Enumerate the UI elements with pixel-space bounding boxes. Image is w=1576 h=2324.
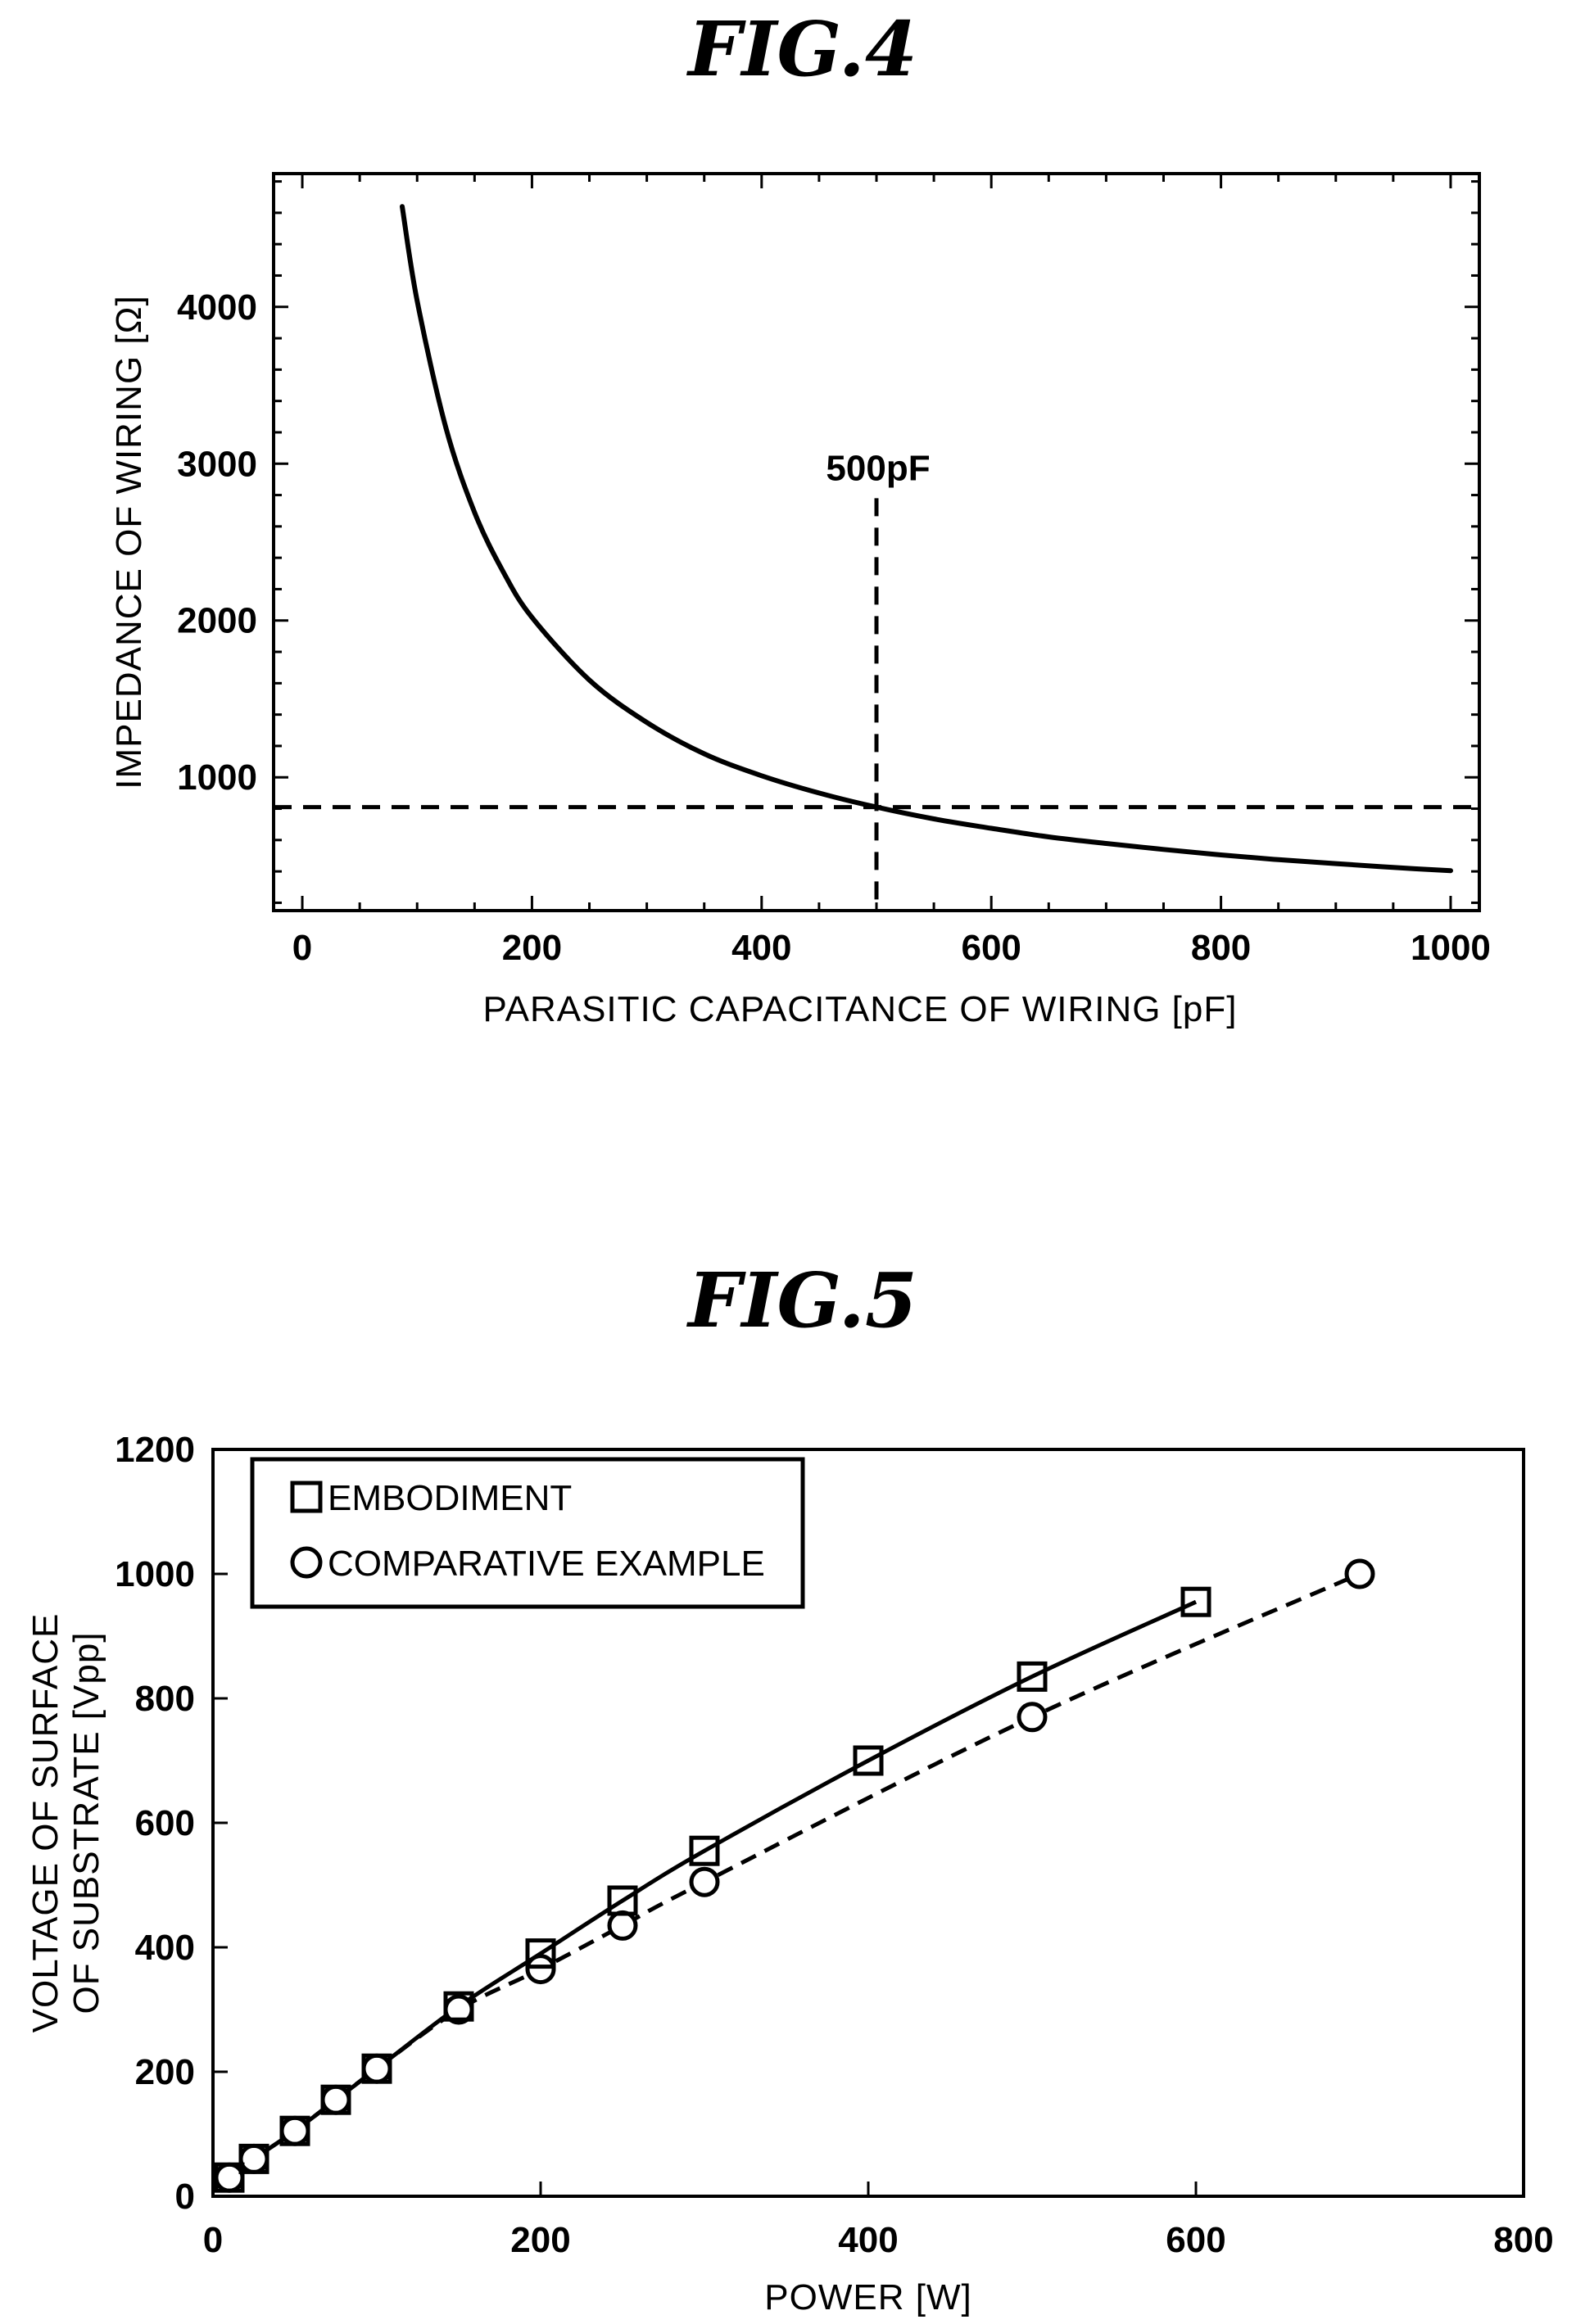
fig4-y-tick-label: 3000 [177, 444, 257, 484]
fig4-x-tick-label: 800 [1191, 928, 1251, 968]
fig5-x-tick-labels: 0 200 400 600 800 [203, 2220, 1554, 2260]
fig5-x-axis-label: POWER [W] [764, 2277, 971, 2317]
fig4-x-tick-label: 0 [292, 928, 312, 968]
fig5-y-tick-label: 800 [135, 1679, 195, 1719]
fig5-embodiment-point [214, 2162, 245, 2193]
fig5-embodiment-point [361, 2053, 392, 2084]
fig5-ticks [211, 1448, 1525, 2198]
fig5-embodiment-point [320, 2084, 351, 2115]
fig4-series [400, 204, 1453, 874]
fig4-x-tick-label: 400 [731, 928, 791, 968]
fig5-embodiment-point [525, 1938, 556, 1969]
fig4-500pf-annotation: 500pF [826, 448, 930, 488]
fig5-embodiment-point [1017, 1661, 1048, 1692]
fig4-reference-lines [274, 498, 1479, 911]
fig5-y-tick-label: 200 [135, 2052, 195, 2092]
fig4-y-tick-labels: 1000 2000 3000 4000 [177, 287, 257, 798]
fig5-embodiment-point [607, 1885, 638, 1916]
fig4-y-tick-label: 2000 [177, 601, 257, 641]
fig4-y-tick-label: 1000 [177, 757, 257, 798]
fig5-comparative-point [1344, 1558, 1375, 1589]
fig5-comparative-point [525, 1954, 556, 1985]
fig5-y-tick-label: 400 [135, 1928, 195, 1968]
fig4-x-tick-labels: 0 200 400 600 800 1000 [292, 928, 1491, 968]
fig4-x-tick-label: 1000 [1411, 928, 1491, 968]
fig5-x-tick-label: 400 [838, 2220, 898, 2260]
fig5-y-tick-label: 1200 [115, 1430, 195, 1470]
fig5-legend: EMBODIMENT COMPARATIVE EXAMPLE [250, 1457, 805, 1609]
fig4-title: FIG.4 [686, 5, 917, 93]
legend-comparative-example-label: COMPARATIVE EXAMPLE [328, 1544, 765, 1584]
fig5-comparative-point [1017, 1702, 1048, 1733]
fig5-comparative-point [607, 1910, 638, 1941]
fig5-title: FIG.5 [686, 1256, 917, 1345]
fig5-y-tick-label: 1000 [115, 1554, 195, 1594]
legend-square-marker-icon [290, 1481, 323, 1513]
fig5-x-tick-label: 600 [1166, 2220, 1225, 2260]
fig4-x-axis-label: PARASITIC CAPACITANCE OF WIRING [pF] [483, 989, 1238, 1029]
fig5-x-tick-label: 800 [1493, 2220, 1553, 2260]
fig5-legend-box [250, 1457, 805, 1609]
fig5-embodiment-point [443, 1991, 474, 2022]
fig5-embodiment-point [279, 2115, 310, 2146]
fig5-y-tick-labels: 0 200 400 600 800 1000 1200 [115, 1430, 195, 2217]
fig5-embodiment-point [853, 1745, 884, 1776]
fig5-embodiment-line [228, 1599, 1198, 2180]
fig4-chart: FIG.4 0 200 400 600 800 1000 1000 2000 3000 4000… [109, 5, 1491, 1029]
fig4-x-tick-label: 600 [961, 928, 1021, 968]
fig4-y-axis-label: IMPEDANCE OF WIRING [Ω] [109, 295, 149, 789]
legend-circle-marker-icon [290, 1546, 323, 1579]
fig5-y-axis-label-line2: OF SUBSTRATE [Vpp] [66, 1631, 106, 2014]
legend-embodiment-label: EMBODIMENT [328, 1478, 572, 1518]
fig5-y-tick-label: 600 [135, 1803, 195, 1843]
fig4-impedance-curve [400, 204, 1453, 874]
fig4-y-tick-label: 4000 [177, 287, 257, 328]
fig5-comparative-line [228, 1571, 1361, 2180]
fig5-y-axis-label-line1: VOLTAGE OF SURFACE [25, 1613, 66, 2033]
fig5-comparative-point [689, 1866, 720, 1897]
fig4-x-tick-label: 200 [502, 928, 562, 968]
fig5-series [214, 1558, 1375, 2193]
fig5-x-tick-label: 0 [203, 2220, 223, 2260]
fig4-ticks [274, 174, 1479, 911]
fig5-chart: FIG.5 0 200 400 600 800 0 200 400 600 800 1000 120… [25, 1256, 1554, 2317]
fig5-y-tick-label: 0 [175, 2177, 195, 2217]
fig5-x-tick-label: 200 [510, 2220, 570, 2260]
fig5-embodiment-point [238, 2143, 269, 2174]
fig5-embodiment-point [689, 1835, 720, 1866]
fig5-embodiment-point [1180, 1586, 1211, 1617]
